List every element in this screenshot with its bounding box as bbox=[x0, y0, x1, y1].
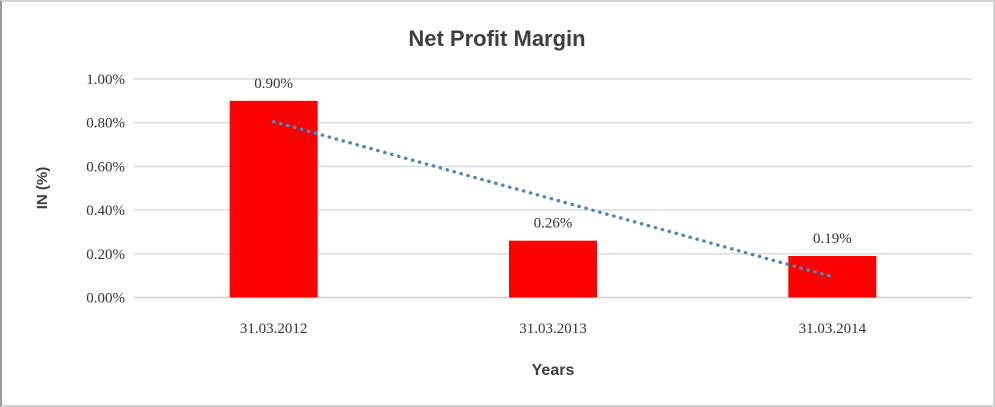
bars bbox=[229, 100, 877, 298]
bar bbox=[788, 255, 877, 298]
trendline-dotted bbox=[271, 119, 835, 279]
y-axis-tick-labels: 0.00% 0.20% 0.40% 0.60% 0.80% 1.00% bbox=[86, 72, 125, 307]
bar-data-label: 0.90% bbox=[254, 76, 293, 92]
x-category-label: 31.03.2014 bbox=[799, 321, 867, 337]
bar-data-label: 0.26% bbox=[534, 216, 573, 232]
bar bbox=[509, 240, 597, 298]
chart-title: Net Profit Margin bbox=[408, 26, 585, 51]
y-tick-label: 0.80% bbox=[86, 116, 125, 132]
x-category-label: 31.03.2013 bbox=[519, 321, 587, 337]
y-tick-label: 0.20% bbox=[86, 247, 125, 263]
trendline bbox=[271, 119, 835, 279]
bar-data-labels: 0.90% 0.26% 0.19% bbox=[254, 76, 851, 247]
y-tick-label: 0.40% bbox=[86, 203, 125, 219]
x-category-label: 31.03.2012 bbox=[240, 321, 308, 337]
x-axis-category-labels: 31.03.2012 31.03.2013 31.03.2014 bbox=[240, 321, 867, 337]
y-axis-title: IN (%) bbox=[34, 167, 51, 210]
y-tick-label: 0.60% bbox=[86, 159, 125, 175]
y-tick-label: 1.00% bbox=[86, 72, 125, 88]
bar-data-label: 0.19% bbox=[813, 231, 852, 247]
y-tick-label: 0.00% bbox=[86, 291, 125, 307]
bar bbox=[229, 100, 318, 298]
x-axis-title: Years bbox=[532, 362, 575, 379]
